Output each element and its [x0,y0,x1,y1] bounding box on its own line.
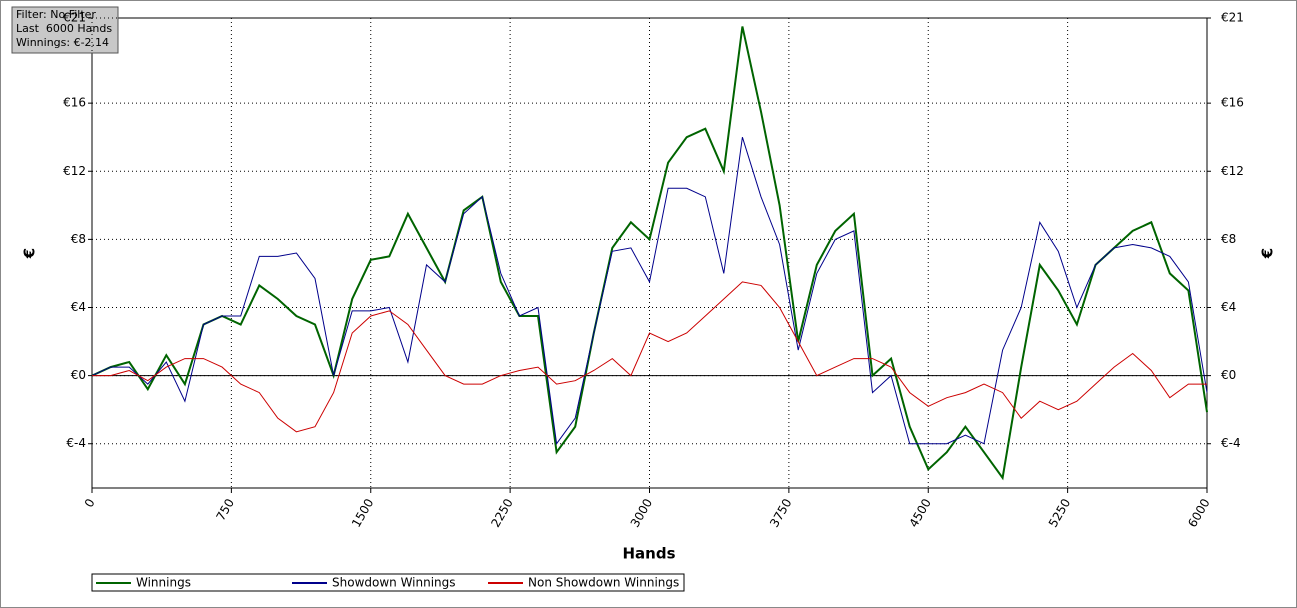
y2-axis-label: € [1259,248,1277,259]
y2-tick-label: €0 [1221,368,1236,382]
info-filter: Filter: No Filter [16,8,96,21]
info-box [11,6,119,54]
series-line [92,281,1207,433]
x-axis-label: Hands [622,545,675,563]
y-tick-label: €-4 [66,436,86,450]
y2-tick-label: €12 [1221,164,1244,178]
legend-label: Showdown Winnings [332,576,456,590]
y2-tick-label: €16 [1221,96,1244,110]
series-line [91,26,1208,481]
y2-tick-label: €8 [1221,232,1236,246]
y-tick-label: €12 [63,164,86,178]
y-tick-label: €0 [71,368,86,382]
y-axis-label: € [21,248,39,259]
info-hands: Last 6000 Hands [16,22,112,35]
info-winnings: Winnings: €-2.14 [16,36,109,49]
legend-label: Winnings [136,576,191,590]
y-tick-label: €21 [63,11,86,25]
y2-tick-label: €21 [1221,11,1244,25]
legend-label: Non Showdown Winnings [528,576,679,590]
y-tick-label: €8 [71,232,86,246]
series-line [91,137,1208,445]
legend [91,573,685,592]
y2-tick-label: €4 [1221,300,1236,314]
y-tick-label: €4 [71,300,86,314]
y-tick-label: €16 [63,96,86,110]
y2-tick-label: €-4 [1221,436,1241,450]
